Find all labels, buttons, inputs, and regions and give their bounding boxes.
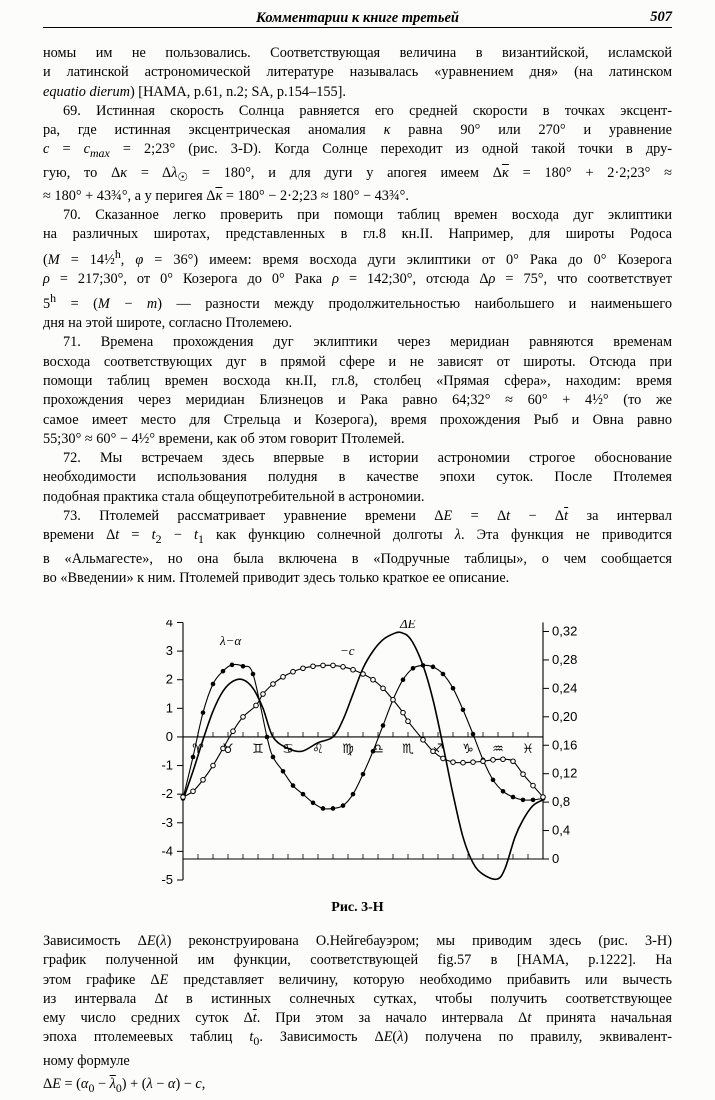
svg-text:0,4: 0,4 — [552, 823, 570, 838]
svg-text:-5: -5 — [161, 872, 173, 887]
svg-text:3: 3 — [166, 643, 173, 658]
svg-text:ΔE: ΔE — [399, 620, 416, 631]
svg-text:2: 2 — [166, 672, 173, 687]
svg-text:0,12: 0,12 — [552, 766, 577, 781]
svg-text:-1: -1 — [161, 758, 173, 773]
svg-text:♍︎: ♍︎ — [342, 741, 354, 756]
svg-text:-4: -4 — [161, 843, 173, 858]
svg-text:♒︎: ♒︎ — [492, 741, 504, 756]
svg-text:-2: -2 — [161, 786, 173, 801]
svg-text:0,28: 0,28 — [552, 652, 577, 667]
svg-text:-3: -3 — [161, 815, 173, 830]
svg-text:0,24: 0,24 — [552, 680, 577, 695]
svg-text:0,8: 0,8 — [552, 794, 570, 809]
svg-text:♓︎: ♓︎ — [522, 741, 534, 756]
svg-text:♊︎: ♊︎ — [252, 741, 264, 756]
svg-text:0,20: 0,20 — [552, 709, 577, 724]
svg-text:1: 1 — [166, 700, 173, 715]
svg-text:0,32: 0,32 — [552, 624, 577, 639]
svg-text:♑︎: ♑︎ — [462, 741, 474, 756]
svg-text:4: 4 — [166, 620, 173, 630]
svg-text:0,16: 0,16 — [552, 737, 577, 752]
svg-text:0: 0 — [166, 729, 173, 744]
svg-text:0: 0 — [552, 851, 559, 866]
svg-text:♏︎: ♏︎ — [402, 741, 414, 756]
svg-text:−c: −c — [340, 643, 355, 658]
svg-text:λ−α: λ−α — [219, 633, 242, 648]
